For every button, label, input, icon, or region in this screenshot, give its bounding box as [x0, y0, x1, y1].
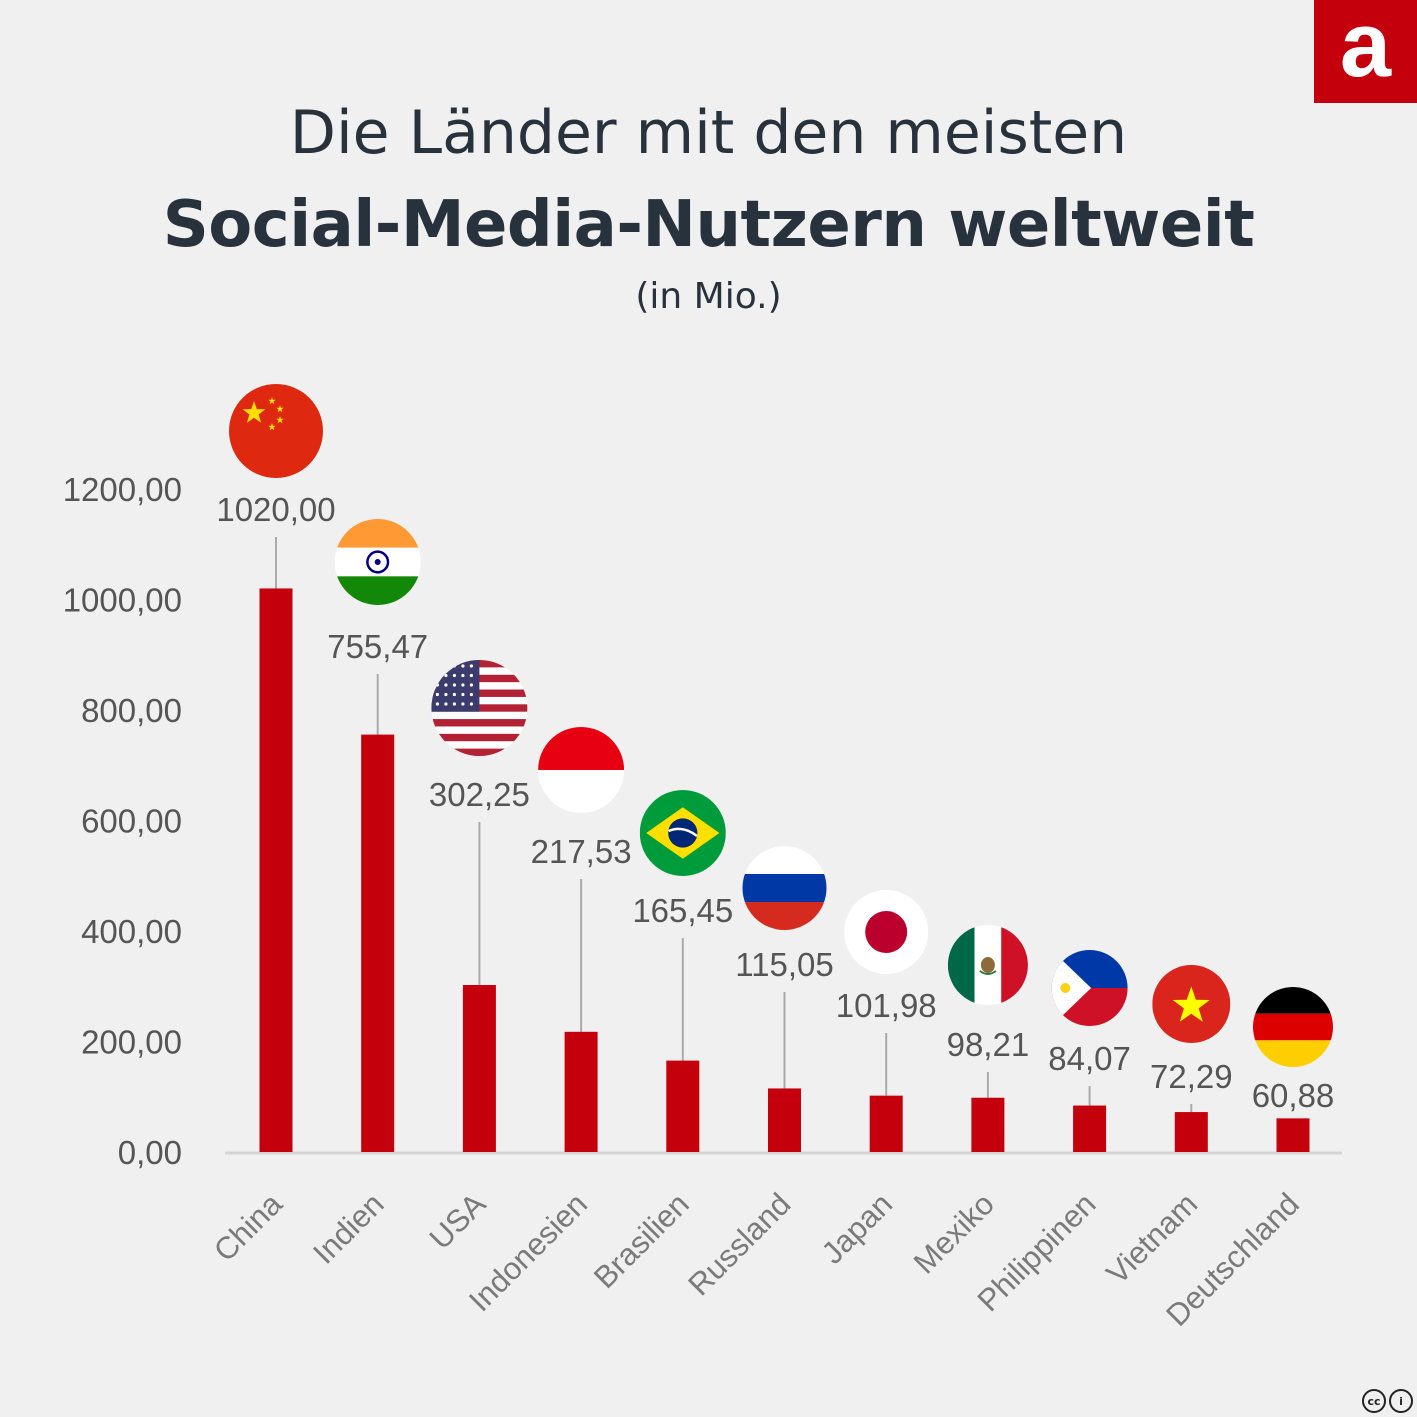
cc-icon: cc [1362, 1389, 1386, 1413]
license-badge: cc i [1362, 1389, 1413, 1415]
data-label: 101,98 [836, 987, 937, 1024]
category-label: Russland [681, 1186, 797, 1302]
bar [768, 1088, 801, 1152]
germany-flag [1253, 987, 1333, 1067]
usa-flag [431, 660, 528, 756]
philippines-flag [1051, 950, 1128, 1026]
category-label: China [207, 1186, 290, 1269]
china-flag [229, 384, 323, 478]
japan-flag [844, 890, 929, 974]
data-label: 302,25 [429, 776, 530, 813]
mexico-flag [947, 925, 1028, 1005]
bar [259, 588, 293, 1152]
y-tick-label: 600,00 [81, 803, 182, 840]
bar [1276, 1118, 1310, 1152]
category-label: Indien [306, 1186, 390, 1270]
y-tick-label: 800,00 [81, 692, 182, 729]
bar [869, 1095, 903, 1152]
data-label: 72,29 [1150, 1058, 1233, 1095]
bar [971, 1097, 1005, 1152]
y-tick-label: 0,00 [118, 1134, 182, 1171]
chart-title-line1: Die Länder mit den meisten [289, 98, 1128, 168]
category-label: Brasilien [587, 1186, 696, 1295]
brand-logo-letter: a [1339, 0, 1392, 96]
bar [1073, 1105, 1107, 1152]
indonesia-flag [538, 727, 625, 813]
y-tick-label: 1200,00 [63, 471, 182, 508]
vietnam-flag [1152, 965, 1231, 1043]
chart-subtitle: (in Mio.) [635, 276, 782, 317]
category-label: Vietnam [1099, 1186, 1204, 1291]
by-attribution-icon: i [1389, 1389, 1413, 1413]
category-label: Mexiko [907, 1186, 1001, 1280]
bar [361, 734, 395, 1152]
category-label: Japan [815, 1186, 899, 1270]
data-label: 1020,00 [216, 491, 335, 528]
bar [564, 1031, 598, 1152]
data-label: 84,07 [1048, 1040, 1131, 1077]
data-label: 165,45 [632, 892, 733, 929]
y-tick-label: 200,00 [81, 1024, 182, 1061]
bar [462, 985, 496, 1152]
data-label: 217,53 [531, 833, 632, 870]
y-tick-label: 400,00 [81, 913, 182, 950]
india-flag [334, 519, 421, 605]
data-label: 98,21 [947, 1026, 1030, 1063]
bar [666, 1060, 700, 1152]
y-tick-label: 1000,00 [63, 582, 182, 619]
russia-flag [742, 846, 827, 930]
category-label: USA [423, 1186, 493, 1256]
brand-logo: a [1314, 0, 1417, 103]
data-label: 755,47 [327, 628, 428, 665]
bar [1174, 1112, 1208, 1152]
data-label: 115,05 [735, 946, 833, 983]
brazil-flag [639, 790, 726, 876]
data-label: 60,88 [1252, 1077, 1335, 1114]
chart-title-line2: Social-Media-Nutzern weltweit [162, 188, 1255, 262]
